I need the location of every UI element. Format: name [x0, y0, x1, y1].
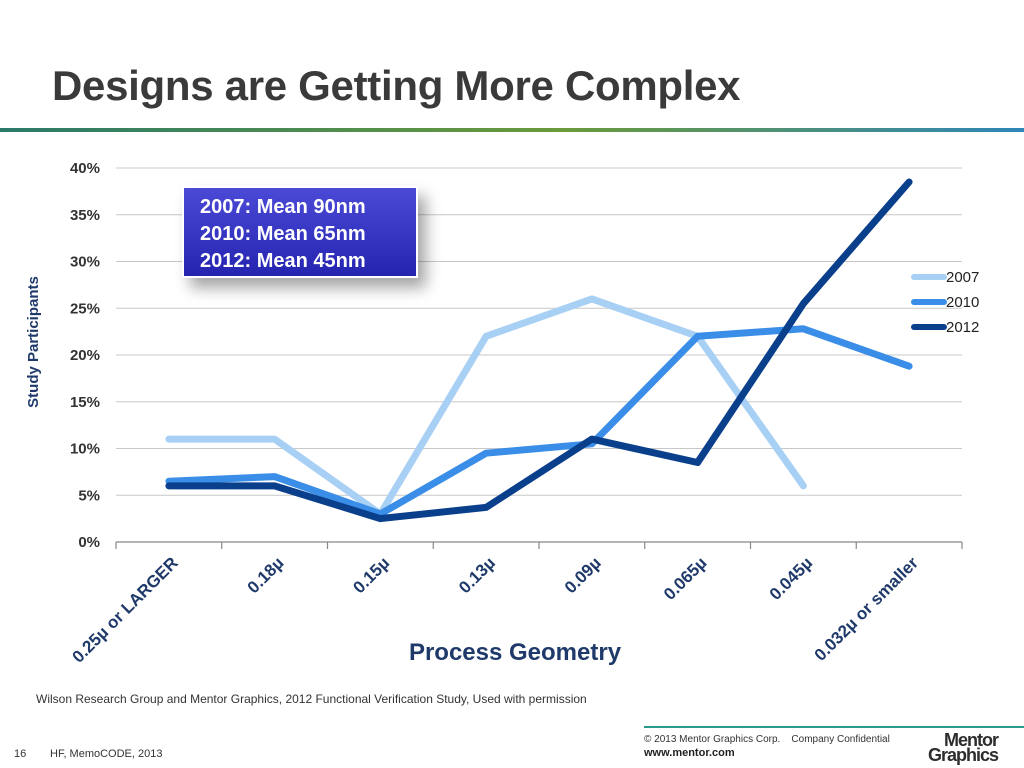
- y-tick-label: 30%: [70, 254, 100, 271]
- title-divider: [0, 128, 1024, 132]
- x-tick-label: 0.13µ: [455, 553, 499, 597]
- y-tick-label: 35%: [70, 207, 100, 224]
- legend: 2007 2010 2012: [911, 269, 979, 336]
- y-tick-label: 10%: [70, 441, 100, 458]
- source-note: Wilson Research Group and Mentor Graphic…: [36, 692, 587, 706]
- series-line-2007: [165, 295, 807, 518]
- y-tick-label: 40%: [70, 160, 100, 177]
- legend-label-2010: 2010: [946, 294, 979, 311]
- slide-title: Designs are Getting More Complex: [52, 62, 741, 109]
- mean-geometry-callout: 2007: Mean 90nm 2010: Mean 65nm 2012: Me…: [182, 186, 418, 278]
- copyright-text: © 2013 Mentor Graphics Corp. Company Con…: [644, 734, 890, 745]
- x-tick-label: 0.25µ or LARGER: [68, 553, 181, 666]
- x-tick-label: 0.15µ: [349, 553, 393, 597]
- footer-divider: [644, 726, 1024, 728]
- legend-label-2007: 2007: [946, 269, 979, 286]
- y-tick-label: 25%: [70, 300, 100, 317]
- logo-word-graphics: Graphics: [927, 745, 999, 765]
- x-tick-label: 0.09µ: [561, 553, 605, 597]
- logo-word-mentor: Mentor: [944, 730, 999, 750]
- callout-line-2012: 2012: Mean 45nm: [200, 250, 366, 272]
- x-tick-label: 0.065µ: [660, 553, 710, 603]
- callout-line-2007: 2007: Mean 90nm: [200, 196, 366, 218]
- page-number: 16: [14, 748, 27, 760]
- y-tick-label: 5%: [78, 487, 100, 504]
- mentor-graphics-logo: Mentor Graphics: [912, 730, 999, 765]
- y-tick-labels: 0% 5% 10% 15% 20% 25% 30% 35% 40%: [70, 160, 100, 551]
- x-tick-label: 0.032µ or smaller: [811, 553, 923, 665]
- legend-label-2012: 2012: [946, 319, 979, 336]
- x-tick-label: 0.045µ: [766, 553, 816, 603]
- footer-event: HF, MemoCODE, 2013: [50, 748, 163, 760]
- y-tick-label: 20%: [70, 347, 100, 364]
- y-tick-label: 15%: [70, 394, 100, 411]
- callout-line-2010: 2010: Mean 65nm: [200, 223, 366, 245]
- axes: [115, 541, 963, 549]
- x-axis-title: Process Geometry: [409, 639, 622, 666]
- series-lines: [165, 178, 913, 523]
- y-axis-title: Study Participants: [25, 276, 42, 408]
- series-line-2012: [165, 178, 913, 523]
- x-tick-label: 0.18µ: [244, 553, 288, 597]
- company-url[interactable]: www.mentor.com: [644, 747, 735, 759]
- y-tick-label: 0%: [78, 534, 100, 551]
